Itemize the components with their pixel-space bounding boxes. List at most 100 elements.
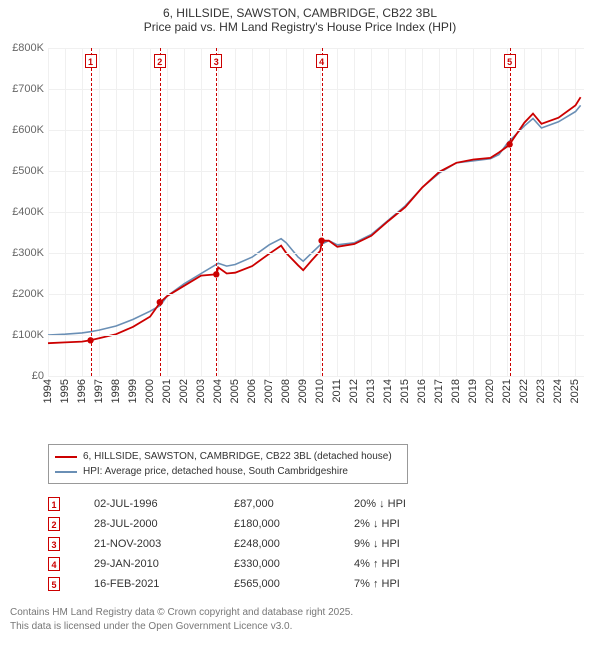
sale-row: 321-NOV-2003£248,0009% ↓ HPI [48,534,568,554]
sale-diff: 7% ↑ HPI [354,578,454,590]
sale-index-badge: 2 [48,517,60,531]
sale-diff: 2% ↓ HPI [354,518,454,530]
legend-swatch-price [55,456,77,458]
legend-swatch-hpi [55,471,77,473]
sale-diff: 9% ↓ HPI [354,538,454,550]
sale-vline [510,48,511,376]
chart-container: 6, HILLSIDE, SAWSTON, CAMBRIDGE, CB22 3B… [0,0,600,650]
y-tick-label: £400K [12,206,44,218]
y-tick-label: £300K [12,247,44,259]
y-gridline [48,48,584,49]
sale-vline [160,48,161,376]
y-tick-label: £800K [12,42,44,54]
sale-date: 16-FEB-2021 [94,578,234,590]
y-gridline [48,253,584,254]
sale-index-badge: 3 [48,537,60,551]
sale-marker-label: 5 [504,54,516,68]
legend-label-price: 6, HILLSIDE, SAWSTON, CAMBRIDGE, CB22 3B… [83,449,392,464]
x-tick-label: 2008 [280,379,292,403]
x-tick-label: 1997 [93,379,105,403]
x-tick-label: 2017 [433,379,445,403]
series-price_paid [48,97,581,343]
sale-price: £248,000 [234,538,354,550]
chart-area: 12345 £0£100K£200K£300K£400K£500K£600K£7… [48,48,584,406]
y-tick-label: £100K [12,329,44,341]
x-tick-label: 2024 [552,379,564,403]
title-line-2: Price paid vs. HM Land Registry's House … [8,20,592,34]
x-tick-label: 2002 [178,379,190,403]
x-tick-label: 2007 [263,379,275,403]
x-tick-label: 2012 [348,379,360,403]
x-tick-label: 2006 [246,379,258,403]
x-tick-label: 2004 [212,379,224,403]
sale-row: 2 28-JUL-2000£180,0002% ↓ HPI [48,514,568,534]
sale-marker-label: 4 [316,54,328,68]
y-gridline [48,89,584,90]
y-tick-label: £500K [12,165,44,177]
x-tick-label: 2021 [501,379,513,403]
sale-row: 4 29-JAN-2010£330,0004% ↑ HPI [48,554,568,574]
x-tick-label: 2015 [399,379,411,403]
y-axis: £0£100K£200K£300K£400K£500K£600K£700K£80… [2,48,46,376]
x-tick-label: 2013 [365,379,377,403]
y-gridline [48,212,584,213]
footer: Contains HM Land Registry data © Crown c… [10,606,590,633]
x-tick-label: 2010 [314,379,326,403]
y-gridline [48,171,584,172]
x-tick-label: 2022 [518,379,530,403]
x-tick-label: 2000 [144,379,156,403]
x-tick-label: 2019 [467,379,479,403]
sale-date: 28-JUL-2000 [94,518,234,530]
sale-vline [91,48,92,376]
legend-label-hpi: HPI: Average price, detached house, Sout… [83,464,348,479]
sale-price: £330,000 [234,558,354,570]
sale-diff: 4% ↑ HPI [354,558,454,570]
title-line-1: 6, HILLSIDE, SAWSTON, CAMBRIDGE, CB22 3B… [8,6,592,20]
sale-date: 02-JUL-1996 [94,498,234,510]
sale-price: £565,000 [234,578,354,590]
sale-marker-label: 2 [154,54,166,68]
x-tick-label: 2003 [195,379,207,403]
x-tick-label: 1995 [59,379,71,403]
y-gridline [48,294,584,295]
sale-vline [216,48,217,376]
sale-date: 29-JAN-2010 [94,558,234,570]
series-hpi [48,105,581,335]
x-tick-label: 2020 [484,379,496,403]
x-axis: 1994199519961997199819992000200120022003… [48,376,584,406]
y-tick-label: £200K [12,288,44,300]
sales-table: 1 02-JUL-1996£87,00020% ↓ HPI 2 28-JUL-2000… [48,494,568,594]
legend-row-hpi: HPI: Average price, detached house, Sout… [55,464,401,479]
x-tick-label: 1999 [127,379,139,403]
sale-vline [322,48,323,376]
x-tick-label: 2025 [569,379,581,403]
sale-index-badge: 4 [48,557,60,571]
sale-marker-label: 1 [85,54,97,68]
footer-line-2: This data is licensed under the Open Gov… [10,620,590,634]
sale-row: 5 16-FEB-2021£565,0007% ↑ HPI [48,574,568,594]
y-tick-label: £600K [12,124,44,136]
x-tick-label: 2023 [535,379,547,403]
x-tick-label: 2018 [450,379,462,403]
sale-index-badge: 1 [48,497,60,511]
y-gridline [48,335,584,336]
y-gridline [48,130,584,131]
x-tick-label: 1994 [42,379,54,403]
sale-price: £180,000 [234,518,354,530]
x-tick-label: 2016 [416,379,428,403]
chart-titles: 6, HILLSIDE, SAWSTON, CAMBRIDGE, CB22 3B… [0,0,600,36]
x-tick-label: 2014 [382,379,394,403]
sale-price: £87,000 [234,498,354,510]
x-tick-label: 1998 [110,379,122,403]
x-tick-label: 1996 [76,379,88,403]
x-tick-label: 2005 [229,379,241,403]
legend-row-price: 6, HILLSIDE, SAWSTON, CAMBRIDGE, CB22 3B… [55,449,401,464]
y-tick-label: £700K [12,83,44,95]
sale-diff: 20% ↓ HPI [354,498,454,510]
legend: 6, HILLSIDE, SAWSTON, CAMBRIDGE, CB22 3B… [48,444,408,484]
x-tick-label: 2009 [297,379,309,403]
sale-row: 1 02-JUL-1996£87,00020% ↓ HPI [48,494,568,514]
x-tick-label: 2011 [331,379,343,403]
sale-index-badge: 5 [48,577,60,591]
sale-marker-label: 3 [210,54,222,68]
